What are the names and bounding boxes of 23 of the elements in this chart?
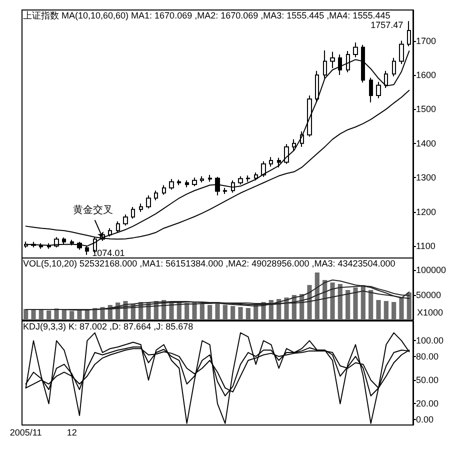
chart-title: VOL(5,10,20) 52532168.000 ,MA1: 56151384.000 ,MA2: 49028956.000 ,MA3: 43423504.000 <box>23 258 396 268</box>
x-tick-label: 12 <box>66 428 77 438</box>
y-tick-label: 100.00 <box>416 336 444 346</box>
annotation: 1074.01 <box>92 248 125 258</box>
annotation: 黄金交叉 <box>72 204 113 216</box>
y-tick-label: 0.00 <box>416 414 434 424</box>
y-tick-label: 1200 <box>416 206 436 217</box>
y-tick-label: 1500 <box>416 104 436 114</box>
y-tick-label: 20.00 <box>416 398 439 409</box>
y-tick-label: 1300 <box>416 172 436 183</box>
y-tick-label: 1100 <box>416 241 436 252</box>
x-tick-label: 2005/11 <box>10 428 42 438</box>
y-tick-label: 50000 <box>416 290 442 300</box>
y-tick-label: 1400 <box>416 138 436 148</box>
annotation: 1757.47 <box>370 20 404 30</box>
y-tick-label: 100000 <box>416 265 446 275</box>
y-tick-label: 50.00 <box>416 375 439 386</box>
y-axis-title: X1000 <box>417 308 444 318</box>
chart-title: 上证指数 MA(10,10,60,60) MA1: 1670.069 ,MA2: 1670.069 ,MA3: 1555.445 ,MA4: 1555.445 <box>23 10 390 20</box>
y-tick-label: 80.00 <box>416 351 439 362</box>
y-tick-label: 1600 <box>416 70 436 80</box>
y-tick-label: 1700 <box>416 36 436 46</box>
chart-title: KDJ(9,3,3) K: 87.002 ,D: 87.664 ,J: 85.678 <box>23 322 194 332</box>
